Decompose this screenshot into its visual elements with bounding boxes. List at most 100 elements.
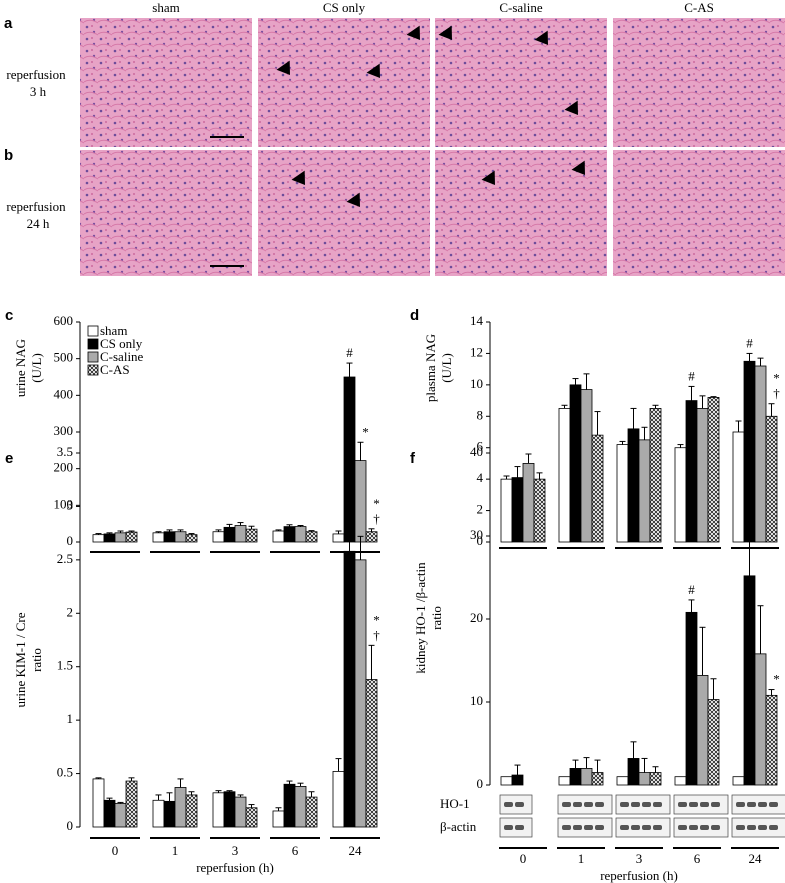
y-tick-label: 0.5 — [57, 765, 73, 780]
bar — [558, 408, 571, 543]
bar — [591, 772, 604, 786]
panel-letter: d — [410, 307, 419, 324]
x-tick-label: 0 — [520, 851, 527, 866]
blot-band — [620, 802, 629, 807]
blot-band — [573, 825, 582, 830]
bar — [163, 800, 176, 828]
y-tick-label: 30 — [470, 527, 483, 542]
y-tick-label: 8 — [477, 407, 484, 422]
bar — [103, 799, 116, 828]
column-label: sham — [152, 0, 179, 15]
y-axis-label: urine NAG (U/L) — [13, 339, 44, 397]
bar — [283, 526, 296, 543]
arrowhead — [564, 100, 578, 116]
y-tick-label: 500 — [54, 350, 74, 365]
y-axis-label: urine KIM-1 / Cre ratio — [13, 612, 44, 707]
significance-mark: # — [746, 335, 753, 350]
blot-label: HO-1 — [440, 796, 470, 811]
y-tick-label: 0 — [477, 533, 484, 548]
histology-image — [258, 150, 430, 276]
arrowhead — [438, 25, 452, 40]
y-tick-label: 1 — [67, 711, 74, 726]
blot-band — [711, 825, 720, 830]
bar — [152, 532, 165, 543]
blot-band — [689, 802, 698, 807]
y-axis-label-line: ratio — [29, 648, 44, 672]
histology-image — [258, 18, 430, 147]
significance-mark: # — [346, 485, 353, 500]
bar — [685, 400, 698, 543]
bar — [245, 807, 258, 828]
blot-band — [758, 802, 767, 807]
bar — [638, 772, 651, 786]
legend-swatch — [87, 364, 99, 376]
bar — [163, 531, 176, 543]
blot-band — [573, 802, 582, 807]
bar — [114, 803, 127, 828]
y-axis-label-line: kidney HO-1 /β-actin — [413, 562, 428, 674]
bar — [245, 528, 258, 543]
arrowhead — [291, 170, 305, 185]
significance-mark: * — [773, 672, 780, 687]
blot-band — [769, 802, 778, 807]
bar — [627, 758, 640, 786]
y-tick-label: 10 — [470, 376, 483, 391]
blot-band — [653, 825, 662, 830]
y-tick-label: 10 — [470, 693, 483, 708]
x-tick-label: 24 — [749, 851, 763, 866]
x-axis-label: reperfusion (h) — [196, 860, 274, 875]
panel-letter: f — [410, 450, 416, 467]
arrowhead — [406, 25, 420, 40]
bar — [696, 408, 709, 543]
bar — [174, 787, 187, 828]
blot-band — [595, 802, 604, 807]
bar — [234, 525, 247, 543]
y-axis-label-line: (U/L) — [29, 353, 44, 383]
arrowhead — [366, 63, 380, 78]
bar — [511, 774, 524, 786]
x-tick-label: 3 — [636, 851, 643, 866]
column-label: CS only — [323, 0, 366, 15]
y-tick-label: 2.5 — [57, 551, 73, 566]
legend-label: C-AS — [100, 362, 130, 377]
blot-band — [736, 825, 745, 830]
bar — [558, 776, 571, 786]
bar — [765, 694, 778, 786]
significance-mark: * — [373, 496, 380, 511]
x-tick-label: 6 — [292, 843, 299, 858]
bar — [332, 533, 345, 543]
significance-mark: † — [373, 627, 380, 642]
y-tick-label: 6 — [477, 439, 484, 454]
y-axis-label-line: ratio — [429, 606, 444, 630]
x-tick-label: 1 — [172, 843, 179, 858]
bar — [500, 478, 513, 543]
bar — [354, 460, 367, 543]
bar — [343, 550, 356, 828]
panel-letter: b — [4, 147, 13, 164]
bar — [294, 526, 307, 543]
bar — [649, 408, 662, 543]
bar — [707, 397, 720, 543]
bar — [511, 477, 524, 543]
bar — [185, 534, 198, 543]
bar — [114, 532, 127, 543]
y-tick-label: 40 — [470, 444, 483, 459]
blot-band — [747, 825, 756, 830]
column-label: C-AS — [684, 0, 714, 15]
bar — [674, 447, 687, 543]
bar — [272, 530, 285, 543]
blot-band — [642, 802, 651, 807]
blot-band — [736, 802, 745, 807]
significance-mark: # — [688, 582, 695, 597]
y-axis-label-line: (U/L) — [439, 353, 454, 383]
bar — [332, 771, 345, 828]
blot-band — [584, 825, 593, 830]
bar — [754, 653, 767, 786]
bar — [743, 575, 756, 786]
blot-label: β-actin — [440, 819, 477, 834]
y-tick-label: 3.5 — [57, 444, 73, 459]
blot-band — [758, 825, 767, 830]
bar — [272, 810, 285, 828]
x-tick-label: 3 — [232, 843, 239, 858]
row-label: 3 h — [30, 84, 47, 99]
